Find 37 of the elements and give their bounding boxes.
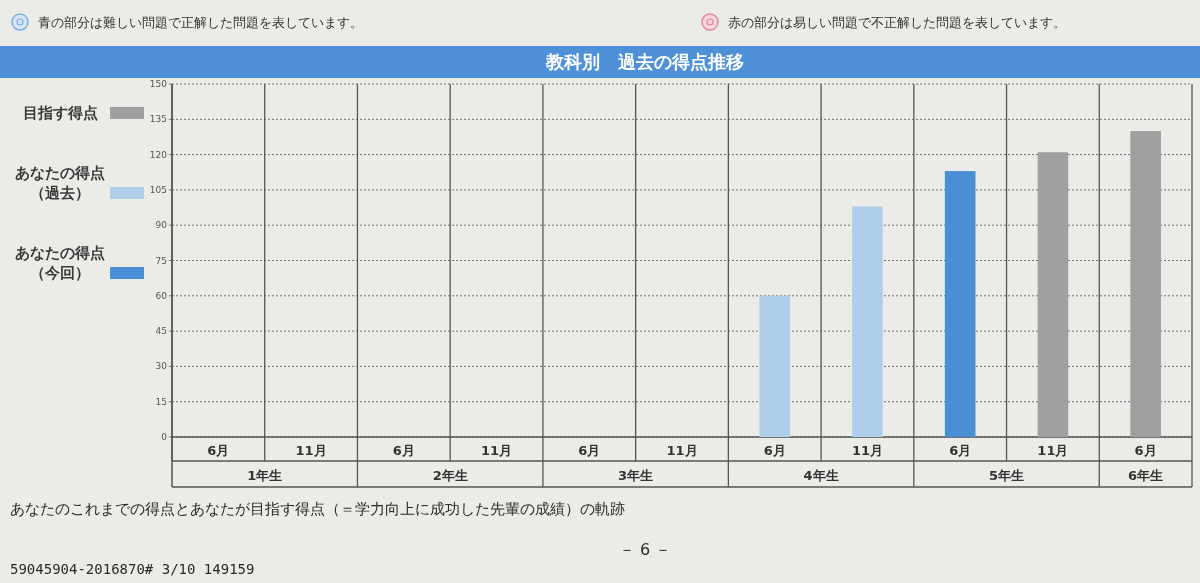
y-tick-label: 45 [155, 326, 167, 337]
legend-label: あなたの得点（過去） [15, 164, 105, 202]
y-tick-label: 135 [149, 114, 167, 125]
text: 4年生 [803, 467, 839, 483]
text: 1年生 [247, 467, 283, 483]
text: あなたのこれまでの得点とあなたが目指す得点（＝学力向上に成功した先輩の成績）の軌跡 [10, 500, 625, 518]
x-tick-label: 11月 [666, 442, 698, 458]
legend-label: あなたの得点（今回） [15, 244, 105, 282]
y-tick-label: 120 [149, 149, 168, 160]
text: 6年生 [1128, 467, 1164, 483]
text: 2年生 [432, 467, 468, 483]
legend-label: 目指す得点 [22, 104, 98, 122]
x-tick-label: 6月 [578, 442, 601, 458]
x-tick-label: 11月 [1037, 442, 1069, 458]
x-tick-label: 6月 [1134, 442, 1157, 458]
text: 赤の部分は易しい問題で不正解した問題を表しています。 [728, 15, 1066, 30]
y-tick-label: 90 [155, 220, 168, 231]
x-tick-label: 6月 [949, 442, 972, 458]
chart-title: 教科別 過去の得点推移 [545, 51, 744, 72]
text: 3年生 [618, 467, 654, 483]
x-tick-label: 6月 [763, 442, 786, 458]
text: 青の部分は難しい問題で正解した問題を表しています。 [38, 15, 363, 30]
y-tick-label: 150 [149, 79, 168, 89]
y-tick-label: 105 [149, 184, 167, 195]
y-tick-label: 30 [155, 361, 168, 372]
x-tick-label: 11月 [481, 442, 513, 458]
text: 59045904-2016870# 3/10 149159 [10, 561, 255, 577]
y-tick-label: 60 [155, 290, 168, 301]
text: － 6 － [618, 540, 672, 559]
x-tick-label: 6月 [392, 442, 415, 458]
text: 5年生 [989, 467, 1025, 483]
x-tick-label: 11月 [295, 442, 327, 458]
y-tick-label: 15 [155, 396, 167, 407]
x-tick-label: 11月 [851, 442, 883, 458]
x-tick-label: 6月 [207, 442, 230, 458]
y-tick-label: 75 [155, 255, 167, 266]
y-tick-label: 0 [161, 432, 168, 442]
